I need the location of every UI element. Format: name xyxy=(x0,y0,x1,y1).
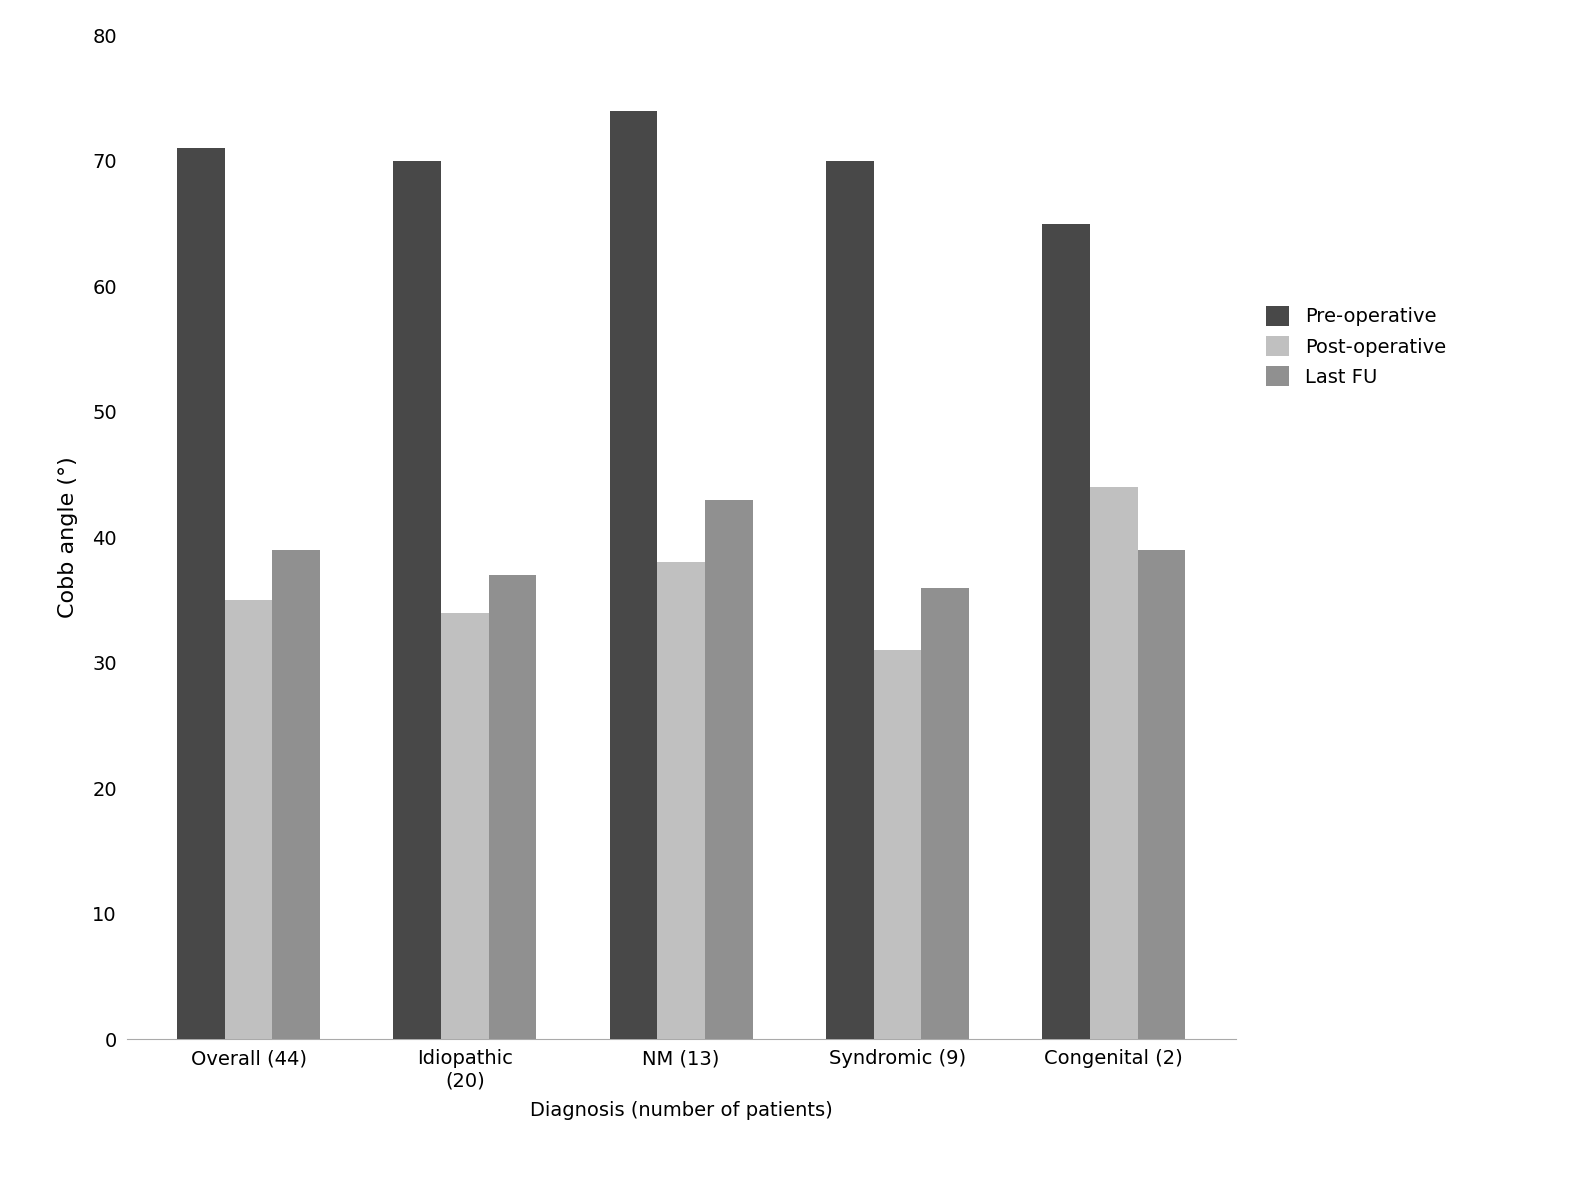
Bar xyxy=(1137,550,1185,1039)
X-axis label: Diagnosis (number of patients): Diagnosis (number of patients) xyxy=(529,1101,833,1120)
Bar xyxy=(225,600,272,1039)
Bar xyxy=(440,613,488,1039)
Bar xyxy=(922,588,969,1039)
Bar xyxy=(874,651,922,1039)
Bar xyxy=(705,500,752,1039)
Bar xyxy=(1090,488,1137,1039)
Y-axis label: Cobb angle (°): Cobb angle (°) xyxy=(59,457,78,618)
Bar xyxy=(825,161,874,1039)
Legend: Pre-operative, Post-operative, Last FU: Pre-operative, Post-operative, Last FU xyxy=(1256,296,1456,397)
Bar xyxy=(610,111,657,1039)
Bar xyxy=(1042,223,1090,1039)
Bar xyxy=(488,575,537,1039)
Bar xyxy=(272,550,320,1039)
Bar xyxy=(393,161,440,1039)
Bar xyxy=(657,562,705,1039)
Bar xyxy=(177,149,225,1039)
